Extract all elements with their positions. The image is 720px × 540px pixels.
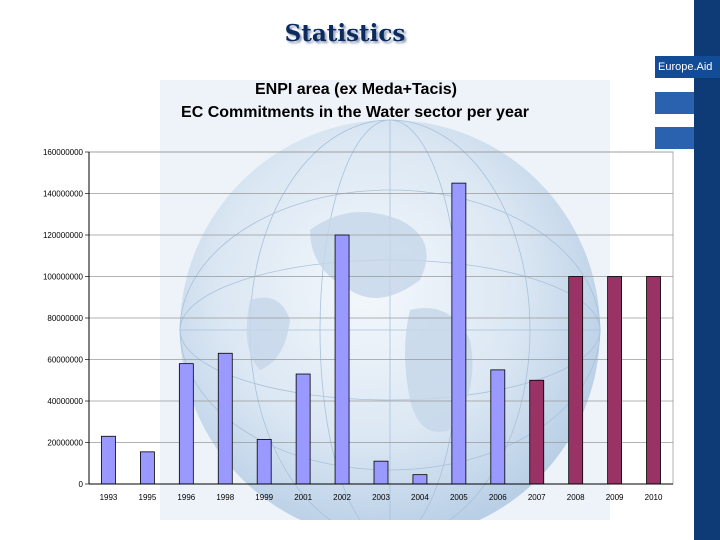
bar: [217, 352, 233, 485]
x-tick-label: 1995: [139, 493, 157, 502]
x-tick-label: 2007: [528, 493, 546, 502]
x-tick-label: 1999: [255, 493, 273, 502]
bar: [529, 379, 545, 485]
y-tick-label: 60000000: [47, 356, 83, 365]
x-tick-label: 2010: [645, 493, 663, 502]
x-tick-label: 1993: [100, 493, 118, 502]
chart-title: ENPI area (ex Meda+Tacis): [255, 81, 457, 98]
bar: [334, 234, 350, 485]
bar: [256, 438, 272, 485]
side-decor-tile-2: [655, 127, 694, 149]
europeaid-brand-label: Europe.Aid: [655, 56, 720, 78]
bar: [139, 451, 155, 485]
x-tick-label: 2004: [411, 493, 429, 502]
bar: [101, 435, 116, 485]
x-tick-label: 1998: [216, 493, 234, 502]
y-tick-label: 120000000: [43, 231, 84, 240]
bar: [373, 460, 389, 485]
y-tick-label: 100000000: [43, 273, 84, 282]
y-tick-label: 40000000: [47, 397, 83, 406]
bar: [412, 474, 428, 485]
bar: [646, 276, 661, 485]
y-tick-label: 0: [79, 480, 84, 489]
y-tick-label: 140000000: [43, 190, 84, 199]
x-tick-label: 2005: [450, 493, 468, 502]
bar: [451, 182, 467, 485]
y-tick-label: 20000000: [47, 439, 83, 448]
x-tick-label: 1996: [177, 493, 195, 502]
y-tick-label: 160000000: [43, 148, 84, 157]
bar: [178, 363, 194, 485]
bar: [295, 373, 311, 485]
x-tick-label: 2001: [294, 493, 312, 502]
slide-title: Statistics: [284, 20, 406, 47]
right-navy-band: [694, 0, 720, 540]
bar: [568, 276, 584, 485]
bar: [607, 276, 622, 485]
x-tick-label: 2003: [372, 493, 390, 502]
side-decor-tile-1: [655, 92, 694, 114]
x-tick-label: 2008: [567, 493, 585, 502]
x-tick-label: 2009: [606, 493, 624, 502]
x-tick-label: 2002: [333, 493, 351, 502]
bar: [490, 369, 506, 485]
x-tick-label: 2006: [489, 493, 507, 502]
y-tick-label: 80000000: [47, 314, 83, 323]
plot-area: 0 20000000 40000000 60000000 80000000 1000000…: [43, 148, 674, 502]
chart-subtitle: EC Commitments in the Water sector per y…: [181, 104, 529, 121]
